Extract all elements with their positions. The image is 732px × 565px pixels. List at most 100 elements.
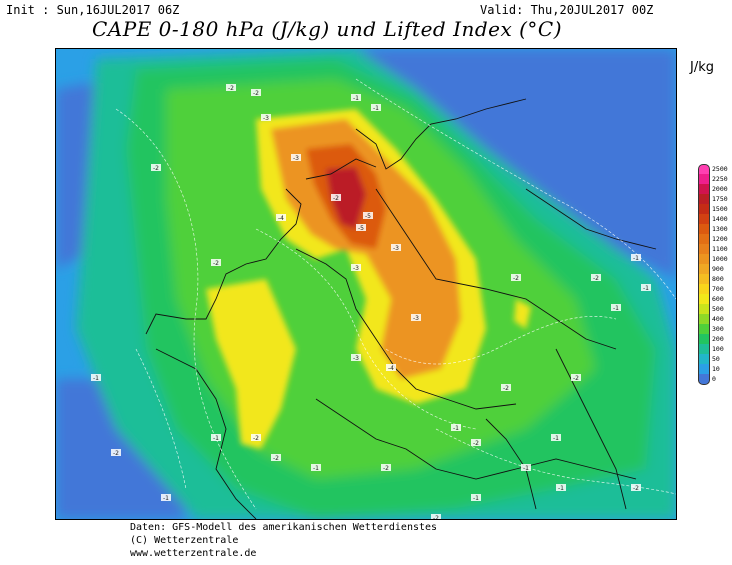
colorbar-cell bbox=[698, 174, 710, 184]
colorbar-label: 0 bbox=[712, 375, 716, 383]
lifted-index-label-box bbox=[226, 84, 236, 91]
lifted-index-label: -3 bbox=[291, 154, 301, 162]
cape-zone-600-west bbox=[206, 279, 296, 449]
lifted-index-label-box bbox=[111, 449, 121, 456]
border-east bbox=[375, 188, 617, 350]
colorbar-cell bbox=[698, 224, 710, 234]
colorbar-label: 2500 bbox=[712, 165, 728, 173]
lifted-index-label: -3 bbox=[351, 354, 361, 362]
lifted-index-label-text: -1 bbox=[313, 465, 319, 472]
lifted-index-label-text: -1 bbox=[613, 305, 619, 312]
lifted-index-label-box bbox=[351, 94, 361, 101]
lifted-index-label-box bbox=[391, 244, 401, 251]
lifted-index-label-box bbox=[501, 384, 511, 391]
lifted-index-label-box bbox=[381, 464, 391, 471]
lifted-index-label-text: -4 bbox=[388, 365, 394, 372]
lifted-index-label-text: -1 bbox=[453, 425, 459, 432]
lifted-index-label: -2 bbox=[251, 89, 261, 97]
lifted-index-label: -2 bbox=[251, 434, 261, 442]
lifted-index-label: -2 bbox=[211, 259, 221, 267]
lifted-index-label-box bbox=[386, 364, 396, 371]
lifted-index-label-text: -2 bbox=[153, 165, 159, 172]
lifted-index-label-text: -3 bbox=[353, 265, 359, 272]
colorbar-label: 100 bbox=[712, 345, 724, 353]
lifted-index-label-text: -2 bbox=[273, 455, 279, 462]
lifted-index-label-box bbox=[351, 354, 361, 361]
lifted-index-label: -5 bbox=[363, 212, 373, 220]
colorbar-cell bbox=[698, 274, 710, 284]
lifted-index-label-text: -3 bbox=[393, 245, 399, 252]
cape-zone-1750 bbox=[326, 167, 366, 229]
lifted-index-label: -2 bbox=[631, 484, 641, 492]
colorbar-label: 400 bbox=[712, 315, 724, 323]
lifted-index-label: -1 bbox=[611, 304, 621, 312]
lifted-index-label-text: -2 bbox=[228, 85, 234, 92]
colorbar-cell bbox=[698, 194, 710, 204]
cape-map: -2 -2 -1 -1 -2 -3 -3 -2 -4 -5 -5 -3 -3 -2 -3 -4 -3 -2 -2 -1… bbox=[55, 48, 677, 520]
lifted-index-label-text: -2 bbox=[473, 440, 479, 447]
lifted-index-label-text: -1 bbox=[163, 495, 169, 502]
colorbar-cell bbox=[698, 294, 710, 304]
colorbar-cell bbox=[698, 264, 710, 274]
lifted-index-label-text: -1 bbox=[93, 375, 99, 382]
colorbar-label: 700 bbox=[712, 285, 724, 293]
isoline-4 bbox=[385, 316, 617, 365]
colorbar-label: 1500 bbox=[712, 205, 728, 213]
lifted-index-label-text: -1 bbox=[643, 285, 649, 292]
lifted-index-label: -1 bbox=[311, 464, 321, 472]
lifted-index-label-box bbox=[631, 484, 641, 491]
colorbar-label: 2250 bbox=[712, 175, 728, 183]
colorbar-label: 1400 bbox=[712, 215, 728, 223]
lifted-index-label-text: -1 bbox=[553, 435, 559, 442]
lifted-index-label: -3 bbox=[261, 114, 271, 122]
lifted-index-label-box bbox=[351, 264, 361, 271]
lifted-index-label-text: -2 bbox=[433, 515, 439, 519]
colorbar-label: 600 bbox=[712, 295, 724, 303]
lifted-index-label-text: -1 bbox=[373, 105, 379, 112]
lifted-index-label-text: -2 bbox=[383, 465, 389, 472]
lifted-index-label: -2 bbox=[381, 464, 391, 472]
lifted-index-label-box bbox=[471, 494, 481, 501]
colorbar-cell bbox=[698, 164, 710, 175]
lifted-index-label: -4 bbox=[276, 214, 286, 222]
lifted-index-label-box bbox=[311, 464, 321, 471]
lifted-index-label-box bbox=[641, 284, 651, 291]
lifted-index-label-box bbox=[331, 194, 341, 201]
lifted-index-label: -1 bbox=[351, 94, 361, 102]
lifted-index-label-text: -2 bbox=[253, 90, 259, 97]
lifted-index-label-text: -3 bbox=[263, 115, 269, 122]
colorbar-cell bbox=[698, 284, 710, 294]
colorbar-label: 500 bbox=[712, 305, 724, 313]
lifted-index-label: -1 bbox=[451, 424, 461, 432]
map-title: CAPE 0-180 hPa (J/kg) und Lifted Index (… bbox=[92, 17, 563, 41]
lifted-index-label-box bbox=[261, 114, 271, 121]
lifted-index-label: -1 bbox=[371, 104, 381, 112]
border-southeast bbox=[555, 348, 627, 510]
lifted-index-label: -1 bbox=[161, 494, 171, 502]
colorbar-label: 1100 bbox=[712, 245, 728, 253]
lifted-index-label-box bbox=[631, 254, 641, 261]
lifted-index-label-box bbox=[471, 439, 481, 446]
lifted-index-label: -2 bbox=[511, 274, 521, 282]
lifted-index-label: -1 bbox=[521, 464, 531, 472]
lifted-index-label-text: -2 bbox=[573, 375, 579, 382]
lifted-index-label-box bbox=[363, 212, 373, 219]
lifted-index-label-text: -3 bbox=[413, 315, 419, 322]
colorbar-cell bbox=[698, 184, 710, 194]
colorbar-cell bbox=[698, 374, 710, 385]
lifted-index-label-text: -2 bbox=[593, 275, 599, 282]
cape-zone-600-east bbox=[514, 299, 531, 329]
lifted-index-label: -2 bbox=[111, 449, 121, 457]
lifted-index-label: -1 bbox=[471, 494, 481, 502]
lifted-index-label: -1 bbox=[641, 284, 651, 292]
footer-copyright: (C) Wetterzentrale bbox=[130, 535, 239, 546]
lifted-index-label-box bbox=[571, 374, 581, 381]
lifted-index-label: -1 bbox=[211, 434, 221, 442]
colorbar-cell bbox=[698, 354, 710, 364]
lifted-index-label: -2 bbox=[271, 454, 281, 462]
lifted-index-label-text: -4 bbox=[278, 215, 284, 222]
colorbar-label: 1200 bbox=[712, 235, 728, 243]
lifted-index-label-text: -2 bbox=[213, 260, 219, 267]
isolines bbox=[115, 78, 676, 510]
lifted-index-label-text: -1 bbox=[523, 465, 529, 472]
